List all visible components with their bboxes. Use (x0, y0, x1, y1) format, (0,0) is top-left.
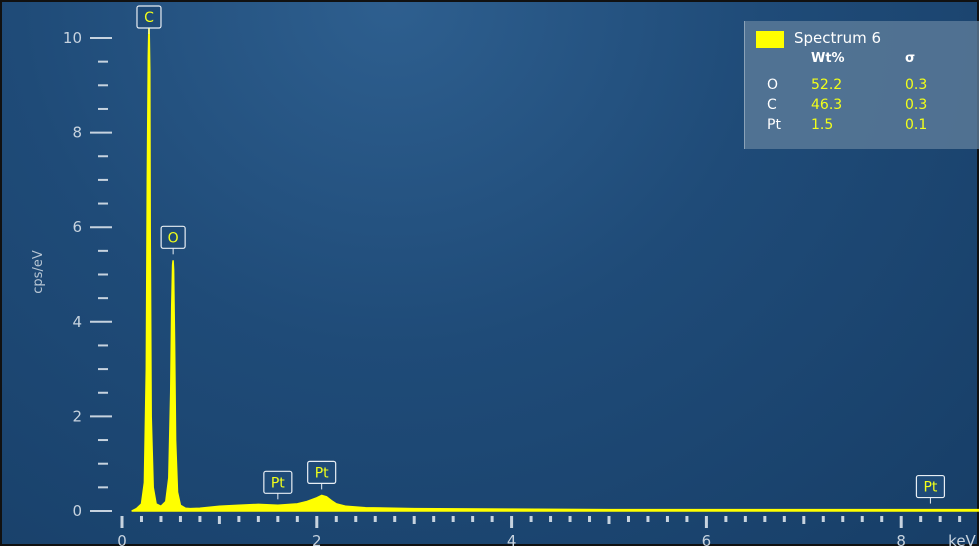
legend: Spectrum 6 Wt% σ O 52.2 0.3 C 46.3 0.3 P… (744, 21, 979, 149)
y-tick-label: 2 (72, 407, 82, 425)
y-axis-title: cps/eV (31, 250, 46, 294)
legend-element: O (767, 77, 779, 93)
x-tick-label: 2 (312, 532, 322, 548)
legend-header-sigma: σ (905, 51, 916, 66)
peak-labels: COPtPtPtPtPt (136, 5, 946, 504)
y-tick-label: 10 (63, 29, 82, 47)
legend-header-wt: Wt% (811, 51, 845, 66)
x-tick-label: 0 (117, 532, 127, 548)
legend-element: Pt (767, 117, 781, 133)
legend-sigma: 0.3 (905, 97, 928, 113)
x-axis-title: keV (948, 532, 976, 548)
legend-wt: 46.3 (811, 97, 843, 113)
peak-label: Pt (263, 470, 293, 500)
legend-element: C (767, 97, 777, 113)
y-tick-label: 0 (72, 502, 82, 520)
peak-label-text: O (168, 230, 179, 246)
legend-sigma: 0.3 (905, 77, 928, 93)
legend-row: Pt 1.5 0.1 (745, 117, 979, 135)
peak-label-text: Pt (271, 475, 285, 491)
spectrum-area (131, 19, 979, 512)
peak-label: O (160, 225, 186, 255)
spectrum-trace (131, 19, 979, 512)
legend-wt: 52.2 (811, 77, 843, 93)
peak-label-text: Pt (315, 465, 329, 481)
x-tick-label: 6 (702, 532, 712, 548)
peak-label-text: Pt (923, 480, 937, 496)
peak-label: Pt (307, 460, 337, 490)
peak-label: C (136, 5, 162, 34)
legend-sigma: 0.1 (905, 117, 928, 133)
legend-row: O 52.2 0.3 (745, 77, 979, 95)
x-tick-label: 4 (507, 532, 517, 548)
y-tick-label: 6 (72, 218, 82, 236)
y-tick-label: 4 (72, 313, 82, 331)
y-tick-label: 8 (72, 124, 82, 142)
legend-row: C 46.3 0.3 (745, 97, 979, 115)
legend-wt: 1.5 (811, 117, 834, 133)
axes: 0 2 4 6 8 10 0 2 4 6 8 (63, 29, 962, 548)
peak-label: Pt (915, 474, 946, 504)
legend-swatch (756, 31, 784, 48)
x-tick-label: 8 (896, 532, 906, 548)
legend-series-name: Spectrum 6 (794, 29, 881, 47)
peak-label-text: C (144, 10, 154, 26)
